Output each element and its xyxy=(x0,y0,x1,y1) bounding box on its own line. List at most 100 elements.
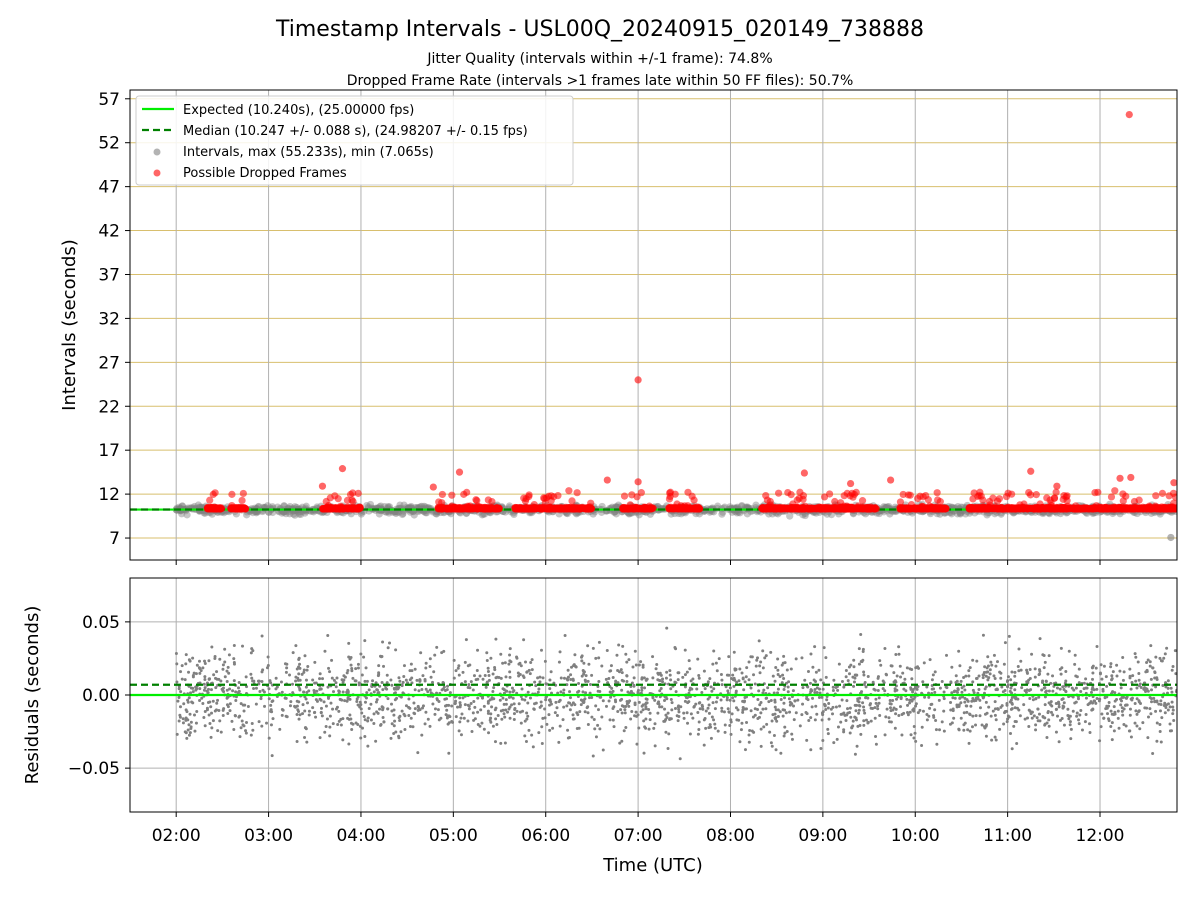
residual-point xyxy=(720,706,724,710)
residual-point xyxy=(691,716,695,720)
residual-point xyxy=(1162,656,1166,660)
residual-point xyxy=(1131,674,1135,678)
interval-point xyxy=(286,503,294,511)
dropped-frame-point xyxy=(455,468,464,476)
dropped-frame-point xyxy=(1088,504,1096,513)
residual-point xyxy=(723,723,727,727)
interval-point xyxy=(280,502,288,510)
dropped-frame-point xyxy=(484,496,492,504)
dropped-frame-point xyxy=(319,505,327,513)
dropped-frame-point xyxy=(603,476,611,484)
residual-point xyxy=(975,659,979,663)
residual-point xyxy=(895,674,899,678)
intervals-y-tick-label: 12 xyxy=(98,485,120,505)
dropped-frame-points xyxy=(203,110,1177,513)
dropped-frame-point xyxy=(354,489,362,497)
residual-point xyxy=(800,713,804,717)
residual-point xyxy=(826,732,830,736)
dropped-frame-point xyxy=(887,476,895,484)
residual-point xyxy=(428,688,432,692)
interval-point xyxy=(280,502,288,510)
dropped-frame-point xyxy=(692,505,700,513)
interval-point xyxy=(375,510,383,518)
dropped-frame-point xyxy=(240,503,248,512)
dropped-frame-point xyxy=(628,491,636,499)
interval-point xyxy=(612,510,620,518)
interval-point xyxy=(827,511,836,519)
residual-point xyxy=(990,738,994,742)
interval-point xyxy=(385,509,393,517)
dropped-frame-point xyxy=(525,493,533,501)
dropped-frame-point xyxy=(1139,504,1147,512)
dropped-frame-point xyxy=(338,465,347,473)
dropped-frame-point xyxy=(826,490,834,498)
legend-median-label: Median (10.247 +/- 0.088 s), (24.98207 +… xyxy=(183,124,528,139)
residual-point xyxy=(191,656,195,660)
interval-point xyxy=(396,501,404,509)
residual-point xyxy=(761,707,765,711)
residual-point xyxy=(651,655,655,659)
interval-point xyxy=(249,508,257,517)
dropped-frame-point xyxy=(349,489,357,497)
residual-point xyxy=(356,666,360,670)
interval-point xyxy=(178,502,186,510)
dropped-frame-point xyxy=(456,504,464,513)
residual-point xyxy=(776,668,780,672)
residual-point xyxy=(175,732,179,736)
dropped-frame-point xyxy=(684,488,692,496)
interval-point xyxy=(738,502,746,510)
legend-dropped-swatch xyxy=(153,169,161,177)
residual-point xyxy=(203,686,207,690)
dropped-frame-point xyxy=(211,489,219,497)
intervals-y-tick-label: 47 xyxy=(98,178,120,198)
residual-point xyxy=(413,707,417,711)
intervals-y-tick-label: 22 xyxy=(98,397,120,417)
residual-point xyxy=(426,690,430,694)
residual-point xyxy=(634,663,638,667)
residual-point xyxy=(530,668,534,672)
interval-point xyxy=(635,511,643,519)
dropped-frame-point xyxy=(1096,503,1104,512)
residual-point xyxy=(238,735,242,739)
residual-point xyxy=(452,658,456,662)
chart-subtitle-dropped: Dropped Frame Rate (intervals >1 frames … xyxy=(347,73,854,89)
dropped-frame-point xyxy=(842,504,850,512)
residual-point xyxy=(846,679,850,683)
residual-point xyxy=(817,695,821,699)
residual-point xyxy=(1110,674,1114,678)
interval-point xyxy=(714,502,722,510)
residual-point xyxy=(779,697,783,701)
residual-point xyxy=(743,748,747,752)
residual-point xyxy=(993,700,997,704)
residual-point xyxy=(697,728,701,732)
residual-point xyxy=(431,680,435,684)
dropped-frame-point xyxy=(928,504,936,512)
dropped-frame-point xyxy=(491,504,499,513)
residual-point xyxy=(456,705,460,709)
residual-point xyxy=(729,732,733,736)
interval-point xyxy=(286,510,294,518)
residual-point xyxy=(404,678,408,682)
residual-point xyxy=(910,677,914,681)
residual-point xyxy=(485,651,489,655)
residual-point xyxy=(1137,678,1141,682)
dropped-frame-point xyxy=(1163,505,1171,513)
residual-point xyxy=(307,709,311,713)
residual-point xyxy=(1051,689,1055,693)
residual-point xyxy=(1116,716,1120,720)
residual-point xyxy=(960,690,964,694)
residual-point xyxy=(223,647,227,651)
interval-point xyxy=(956,509,965,517)
residual-point xyxy=(794,711,798,715)
interval-point xyxy=(1167,533,1175,542)
residual-point xyxy=(228,702,232,706)
residual-point xyxy=(852,658,856,662)
dropped-frame-point xyxy=(846,479,855,488)
dropped-frame-point xyxy=(969,495,977,503)
dropped-frame-point xyxy=(485,505,493,513)
dropped-frame-point xyxy=(935,504,943,512)
residual-point xyxy=(878,713,882,717)
dropped-frame-point xyxy=(322,497,330,506)
interval-point xyxy=(183,511,191,519)
